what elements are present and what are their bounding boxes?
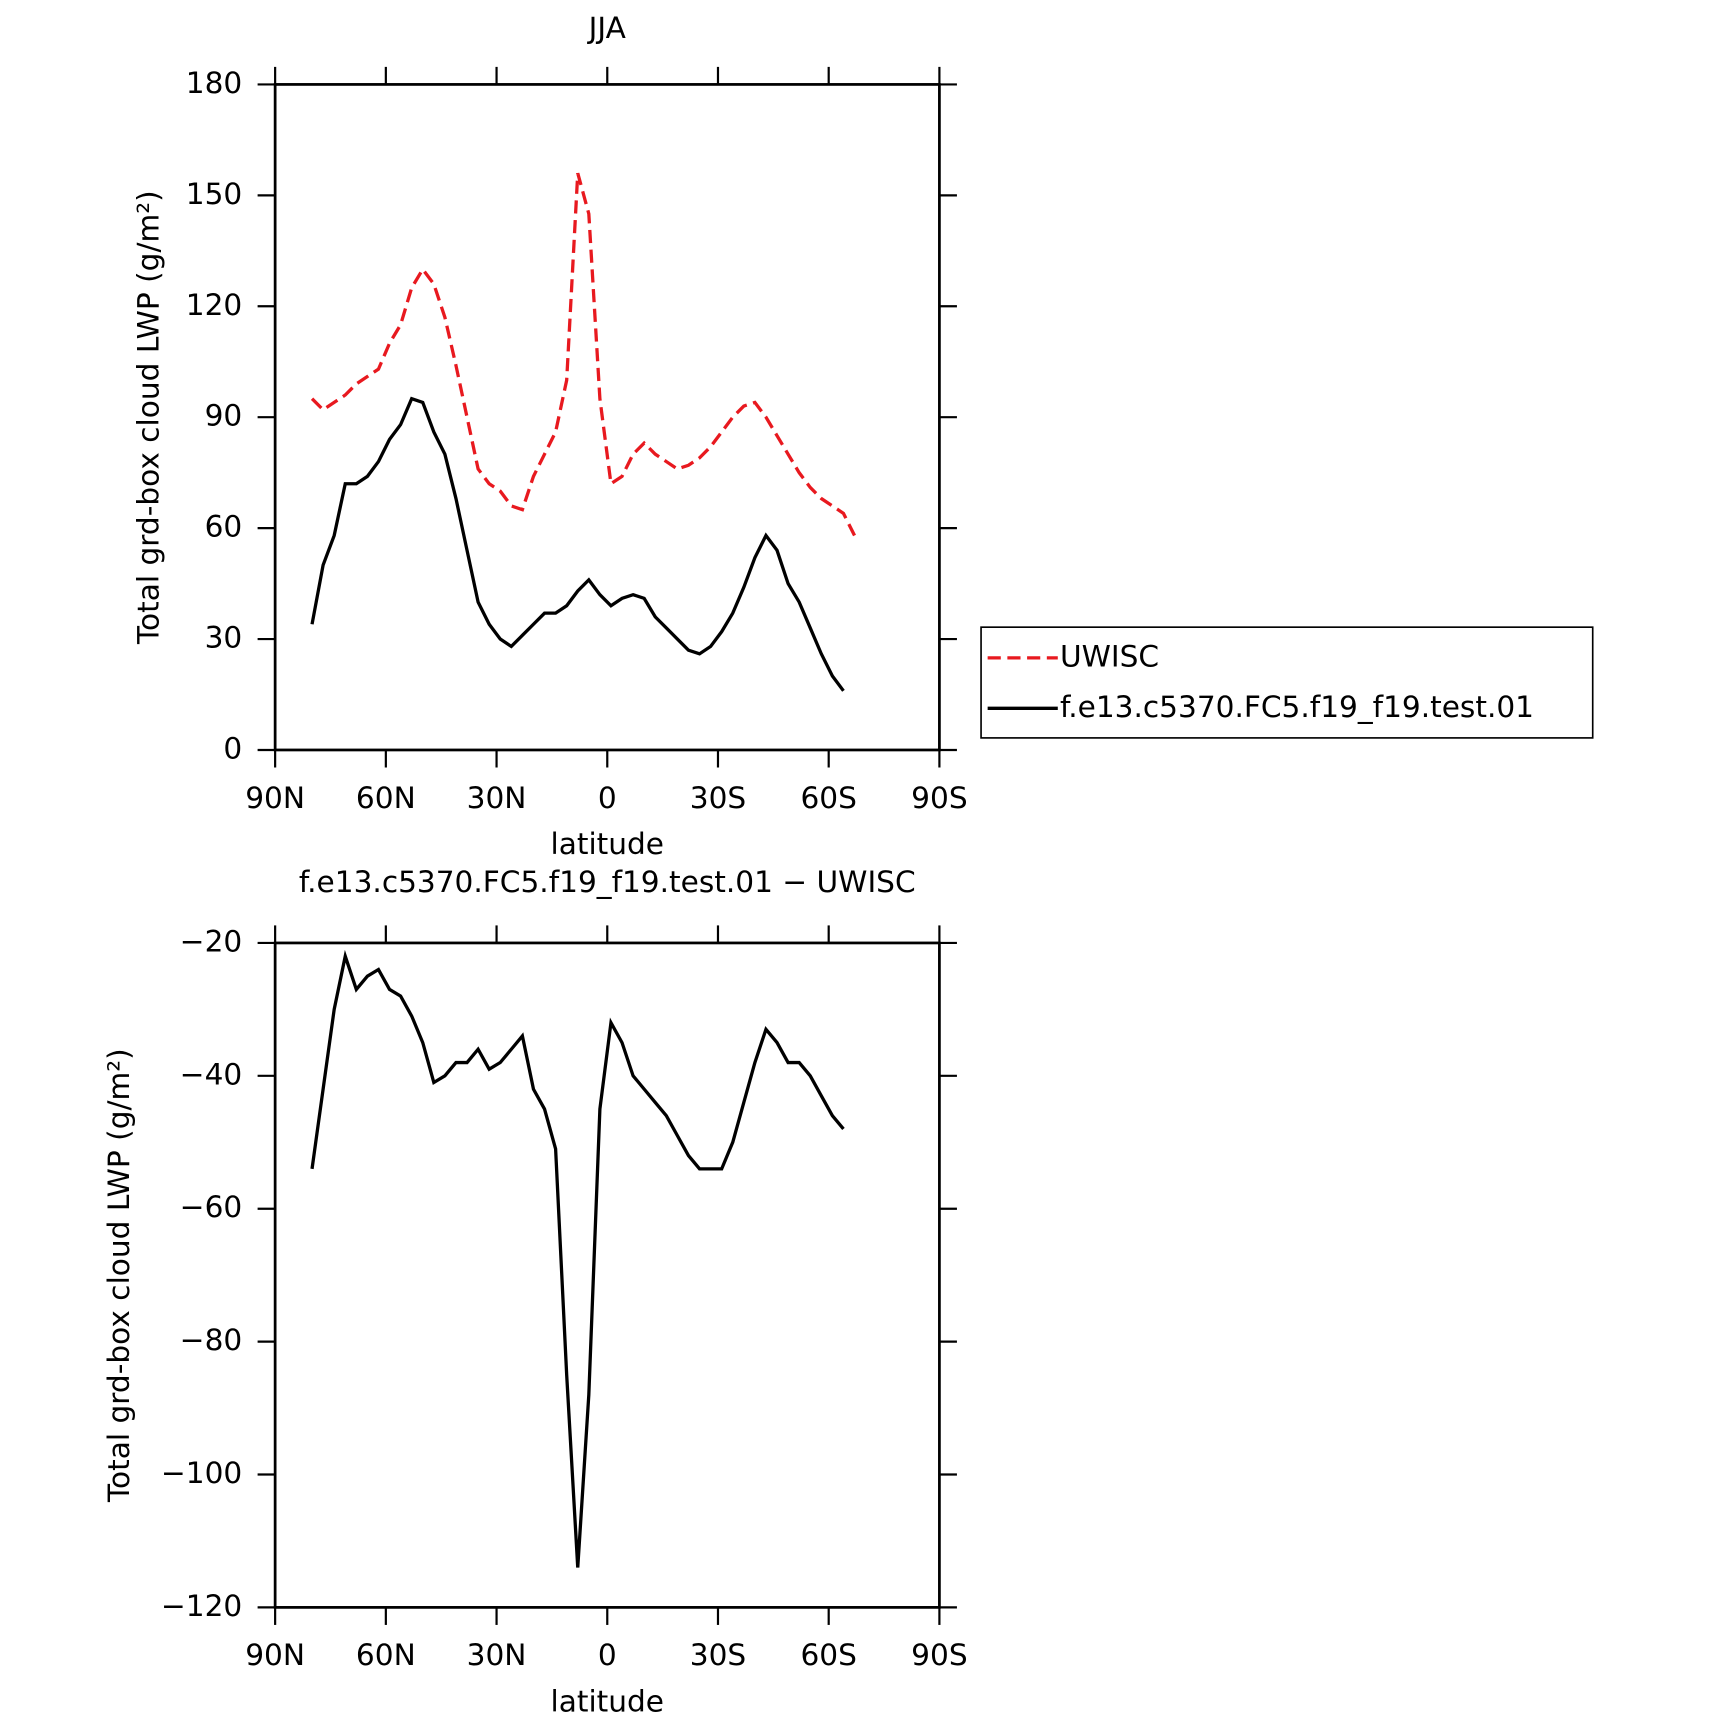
y-tick-label: 0 [223,731,242,765]
x-tick-label: 60S [800,781,856,815]
y-tick-label: 120 [186,288,242,322]
legend-box [980,626,1594,739]
y-tick-label: −20 [180,924,242,958]
y-tick-label: −40 [180,1057,242,1091]
legend-label: f.e13.c5370.FC5.f19_f19.test.01 [1060,690,1534,724]
x-tick-label: 30S [690,781,746,815]
y-tick-label: −120 [161,1589,242,1623]
x-axis-label: latitude [551,1684,665,1718]
data-line [310,172,856,537]
y-tick-label: 180 [186,66,242,100]
y-tick-label: 60 [205,510,243,544]
x-tick-label: 30N [467,1638,527,1672]
y-tick-label: −100 [161,1456,242,1490]
y-tick-label: −60 [180,1190,242,1224]
x-tick-label: 0 [598,781,617,815]
x-tick-label: 60N [356,781,416,815]
chart-title: JJA [587,11,626,45]
y-axis-label: Total grd-box cloud LWP (g/m²) [132,190,166,645]
x-tick-label: 90S [911,781,967,815]
y-tick-label: 150 [186,177,242,211]
y-axis-label: Total grd-box cloud LWP (g/m²) [102,1048,136,1503]
chart-title: f.e13.c5370.FC5.f19_f19.test.01 − UWISC [299,865,916,899]
x-tick-label: 60S [800,1638,856,1672]
data-line [310,949,845,1568]
x-tick-label: 0 [598,1638,617,1672]
x-tick-label: 90S [911,1638,967,1672]
x-tick-label: 60N [356,1638,416,1672]
y-tick-label: −80 [180,1323,242,1357]
plot-frame [273,83,941,752]
x-tick-label: 90N [245,781,305,815]
y-tick-label: 90 [205,399,243,433]
legend-label: UWISC [1060,639,1159,673]
plot-frame [273,941,941,1609]
data-line [310,396,845,692]
x-axis-label: latitude [551,827,665,861]
y-tick-label: 30 [205,621,243,655]
x-tick-label: 30S [690,1638,746,1672]
x-tick-label: 30N [467,781,527,815]
x-tick-label: 90N [245,1638,305,1672]
